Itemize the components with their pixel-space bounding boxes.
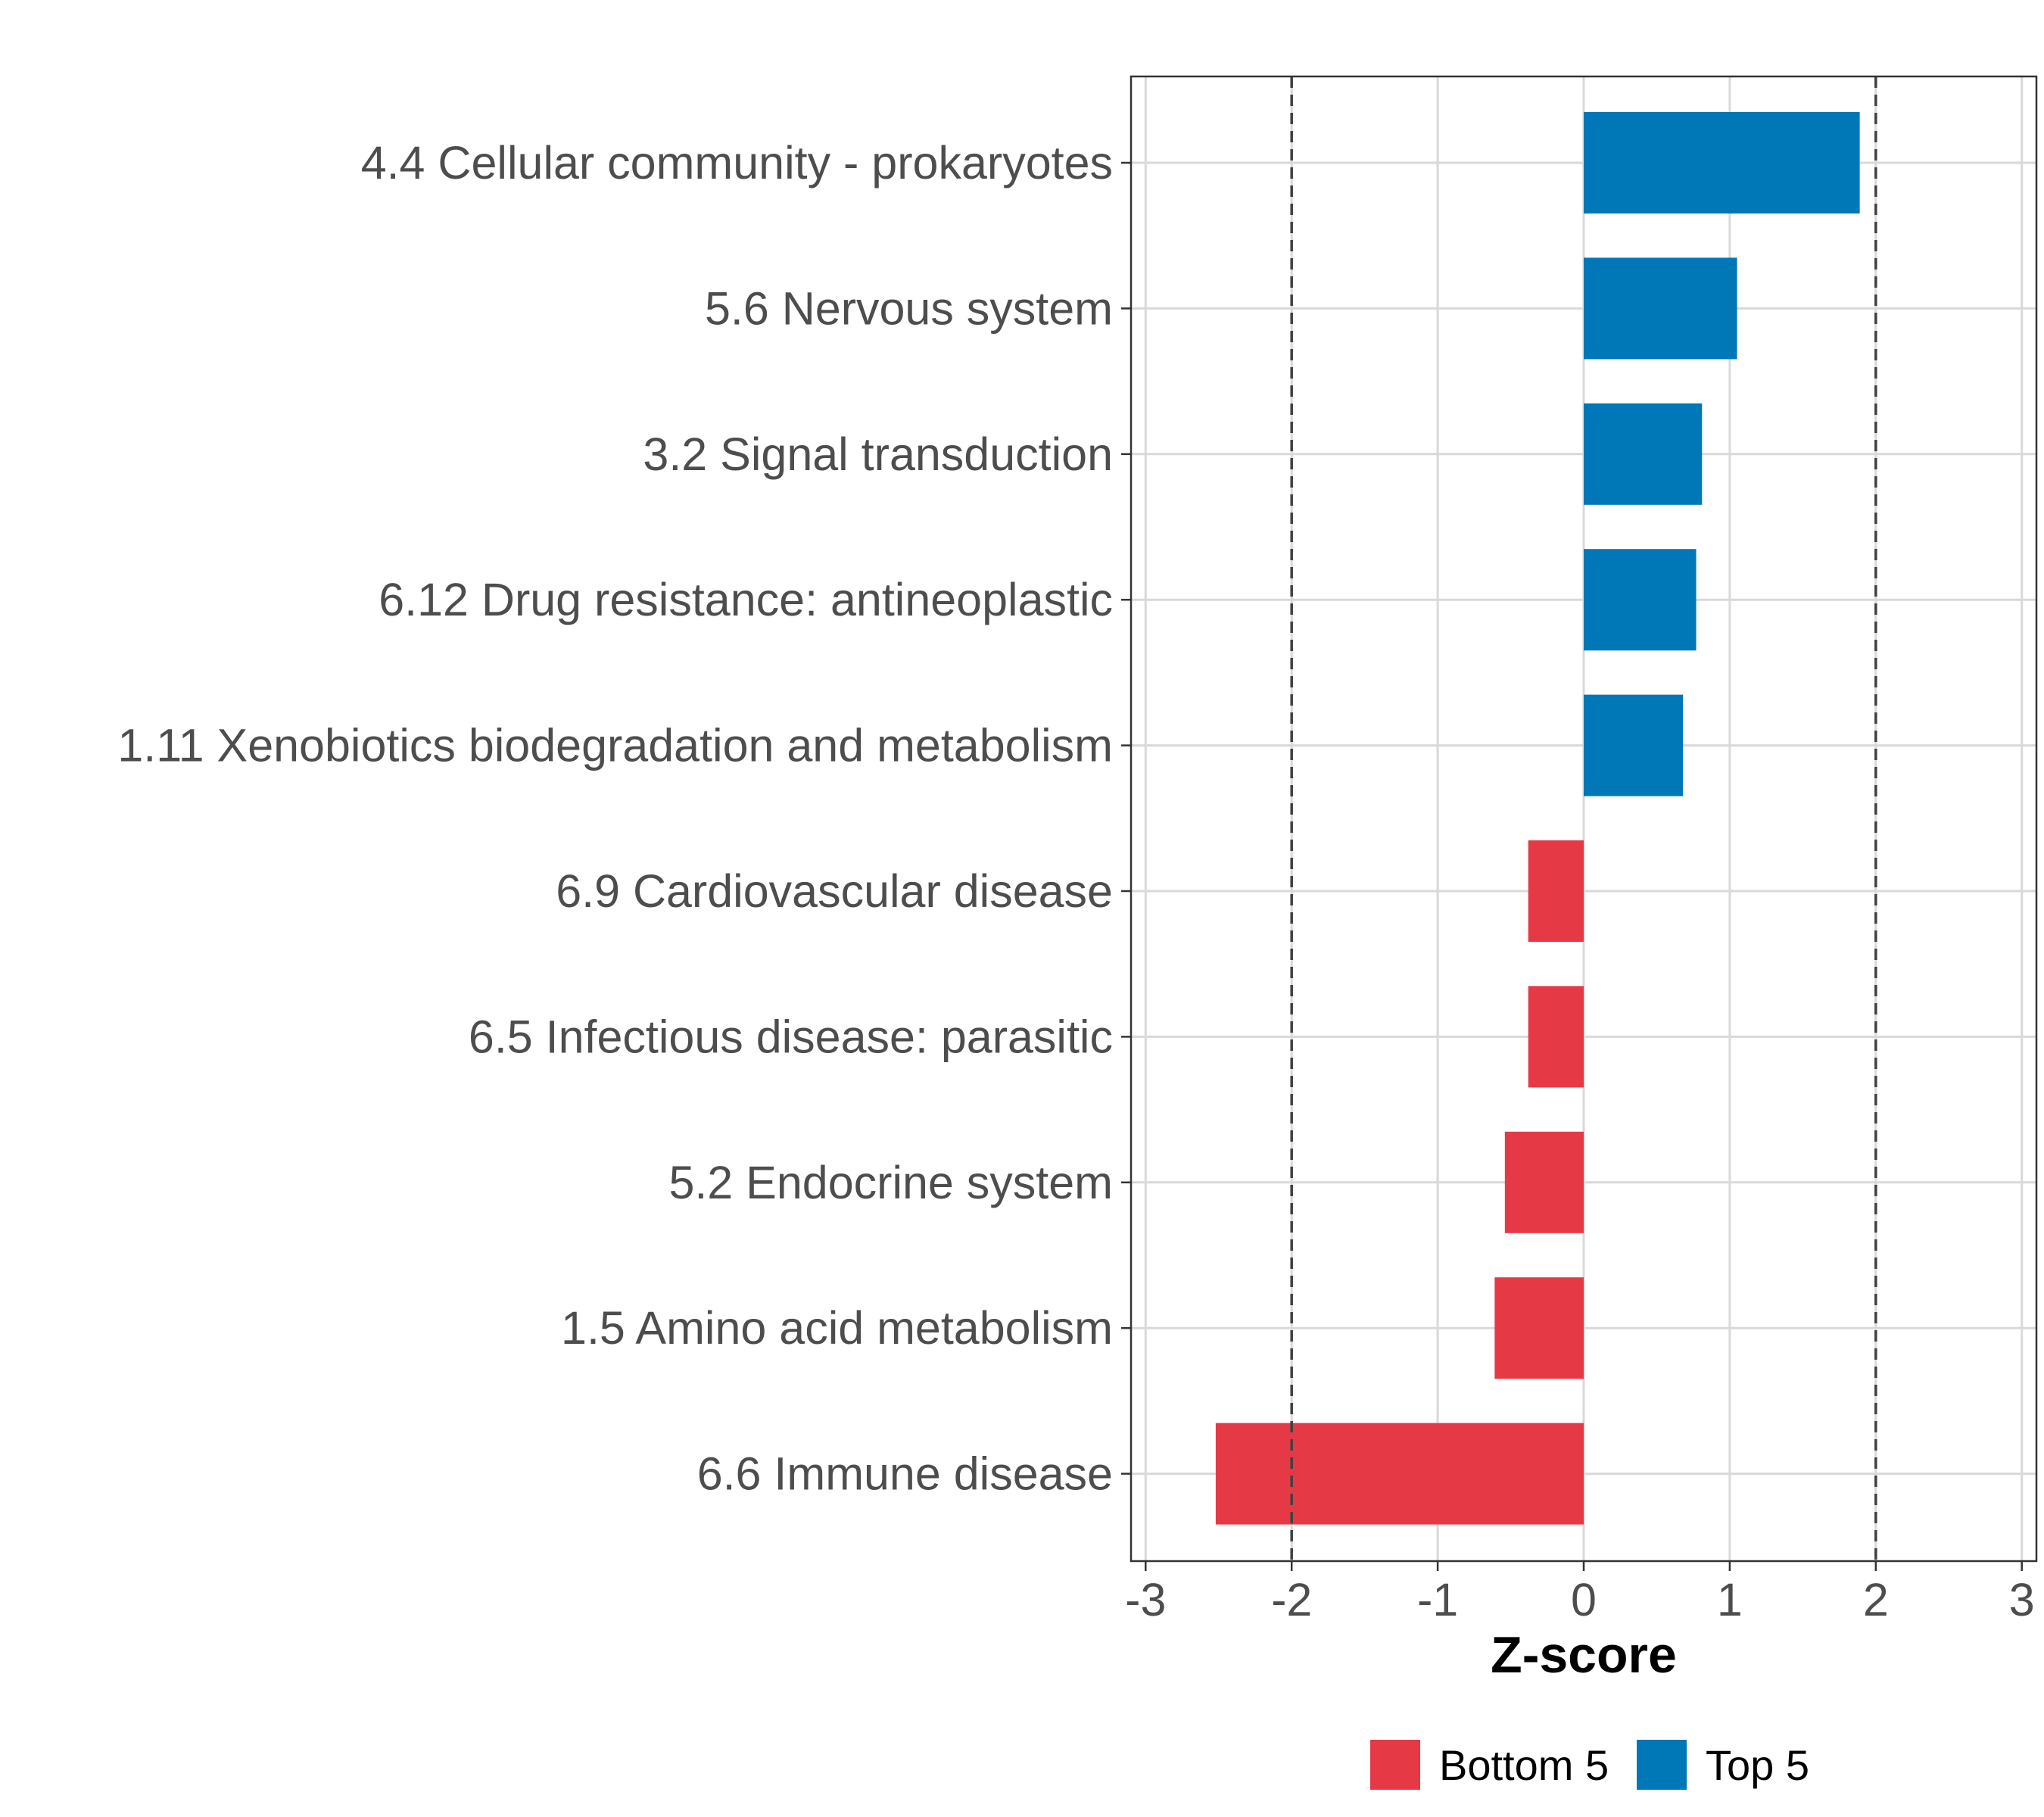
bar-5-2-endocrine-system (1504, 1131, 1584, 1233)
bar-6-6-immune-disease (1215, 1423, 1584, 1525)
x-tick-label: 1 (1717, 1574, 1743, 1625)
category-label: 6.9 Cardiovascular disease (556, 865, 1113, 917)
category-label: 6.12 Drug resistance: antineoplastic (379, 574, 1113, 625)
bar-3-2-signal-transduction (1584, 403, 1703, 505)
bar-1-5-amino-acid-metabolism (1494, 1277, 1584, 1379)
bar-4-4-cellular-community-prokaryotes (1584, 112, 1860, 213)
category-label: 6.6 Immune disease (697, 1448, 1113, 1500)
y-axis-category-labels: 4.4 Cellular community - prokaryotes 5.6 … (117, 137, 1131, 1500)
x-axis-ticks: -3 -2 -1 0 1 2 3 (1125, 1561, 2035, 1625)
legend-label-bottom-5: Bottom 5 (1439, 1741, 1609, 1789)
legend-swatch-top-5 (1637, 1740, 1687, 1790)
category-label: 1.11 Xenobiotics biodegradation and meta… (117, 720, 1113, 771)
reference-lines (1290, 76, 1877, 1561)
category-label: 4.4 Cellular community - prokaryotes (361, 137, 1113, 189)
legend-label-top-5: Top 5 (1706, 1741, 1809, 1789)
bar-6-12-drug-resistance-antineoplastic (1584, 549, 1697, 651)
bar-1-11-xenobiotics-biodegradation-and-metabolism (1584, 694, 1684, 796)
bars (1215, 112, 1860, 1525)
x-tick-label: 2 (1863, 1574, 1889, 1625)
x-tick-label: 0 (1571, 1574, 1597, 1625)
x-tick-label: -2 (1271, 1574, 1312, 1625)
category-label: 3.2 Signal transduction (643, 429, 1113, 480)
bar-6-5-infectious-disease-parasitic (1528, 986, 1584, 1088)
x-axis-title: Z-score (1491, 1626, 1677, 1684)
x-tick-label: -3 (1125, 1574, 1166, 1625)
category-label: 6.5 Infectious disease: parasitic (469, 1011, 1113, 1062)
category-label: 1.5 Amino acid metabolism (561, 1302, 1113, 1354)
category-label: 5.2 Endocrine system (668, 1157, 1113, 1208)
legend-swatch-bottom-5 (1370, 1740, 1420, 1790)
category-label: 5.6 Nervous system (705, 282, 1113, 334)
bar-6-9-cardiovascular-disease (1528, 840, 1584, 942)
x-tick-label: 3 (2009, 1574, 2035, 1625)
x-tick-label: -1 (1417, 1574, 1458, 1625)
bar-5-6-nervous-system (1584, 257, 1737, 360)
legend: Bottom 5 Top 5 (1370, 1740, 1809, 1790)
